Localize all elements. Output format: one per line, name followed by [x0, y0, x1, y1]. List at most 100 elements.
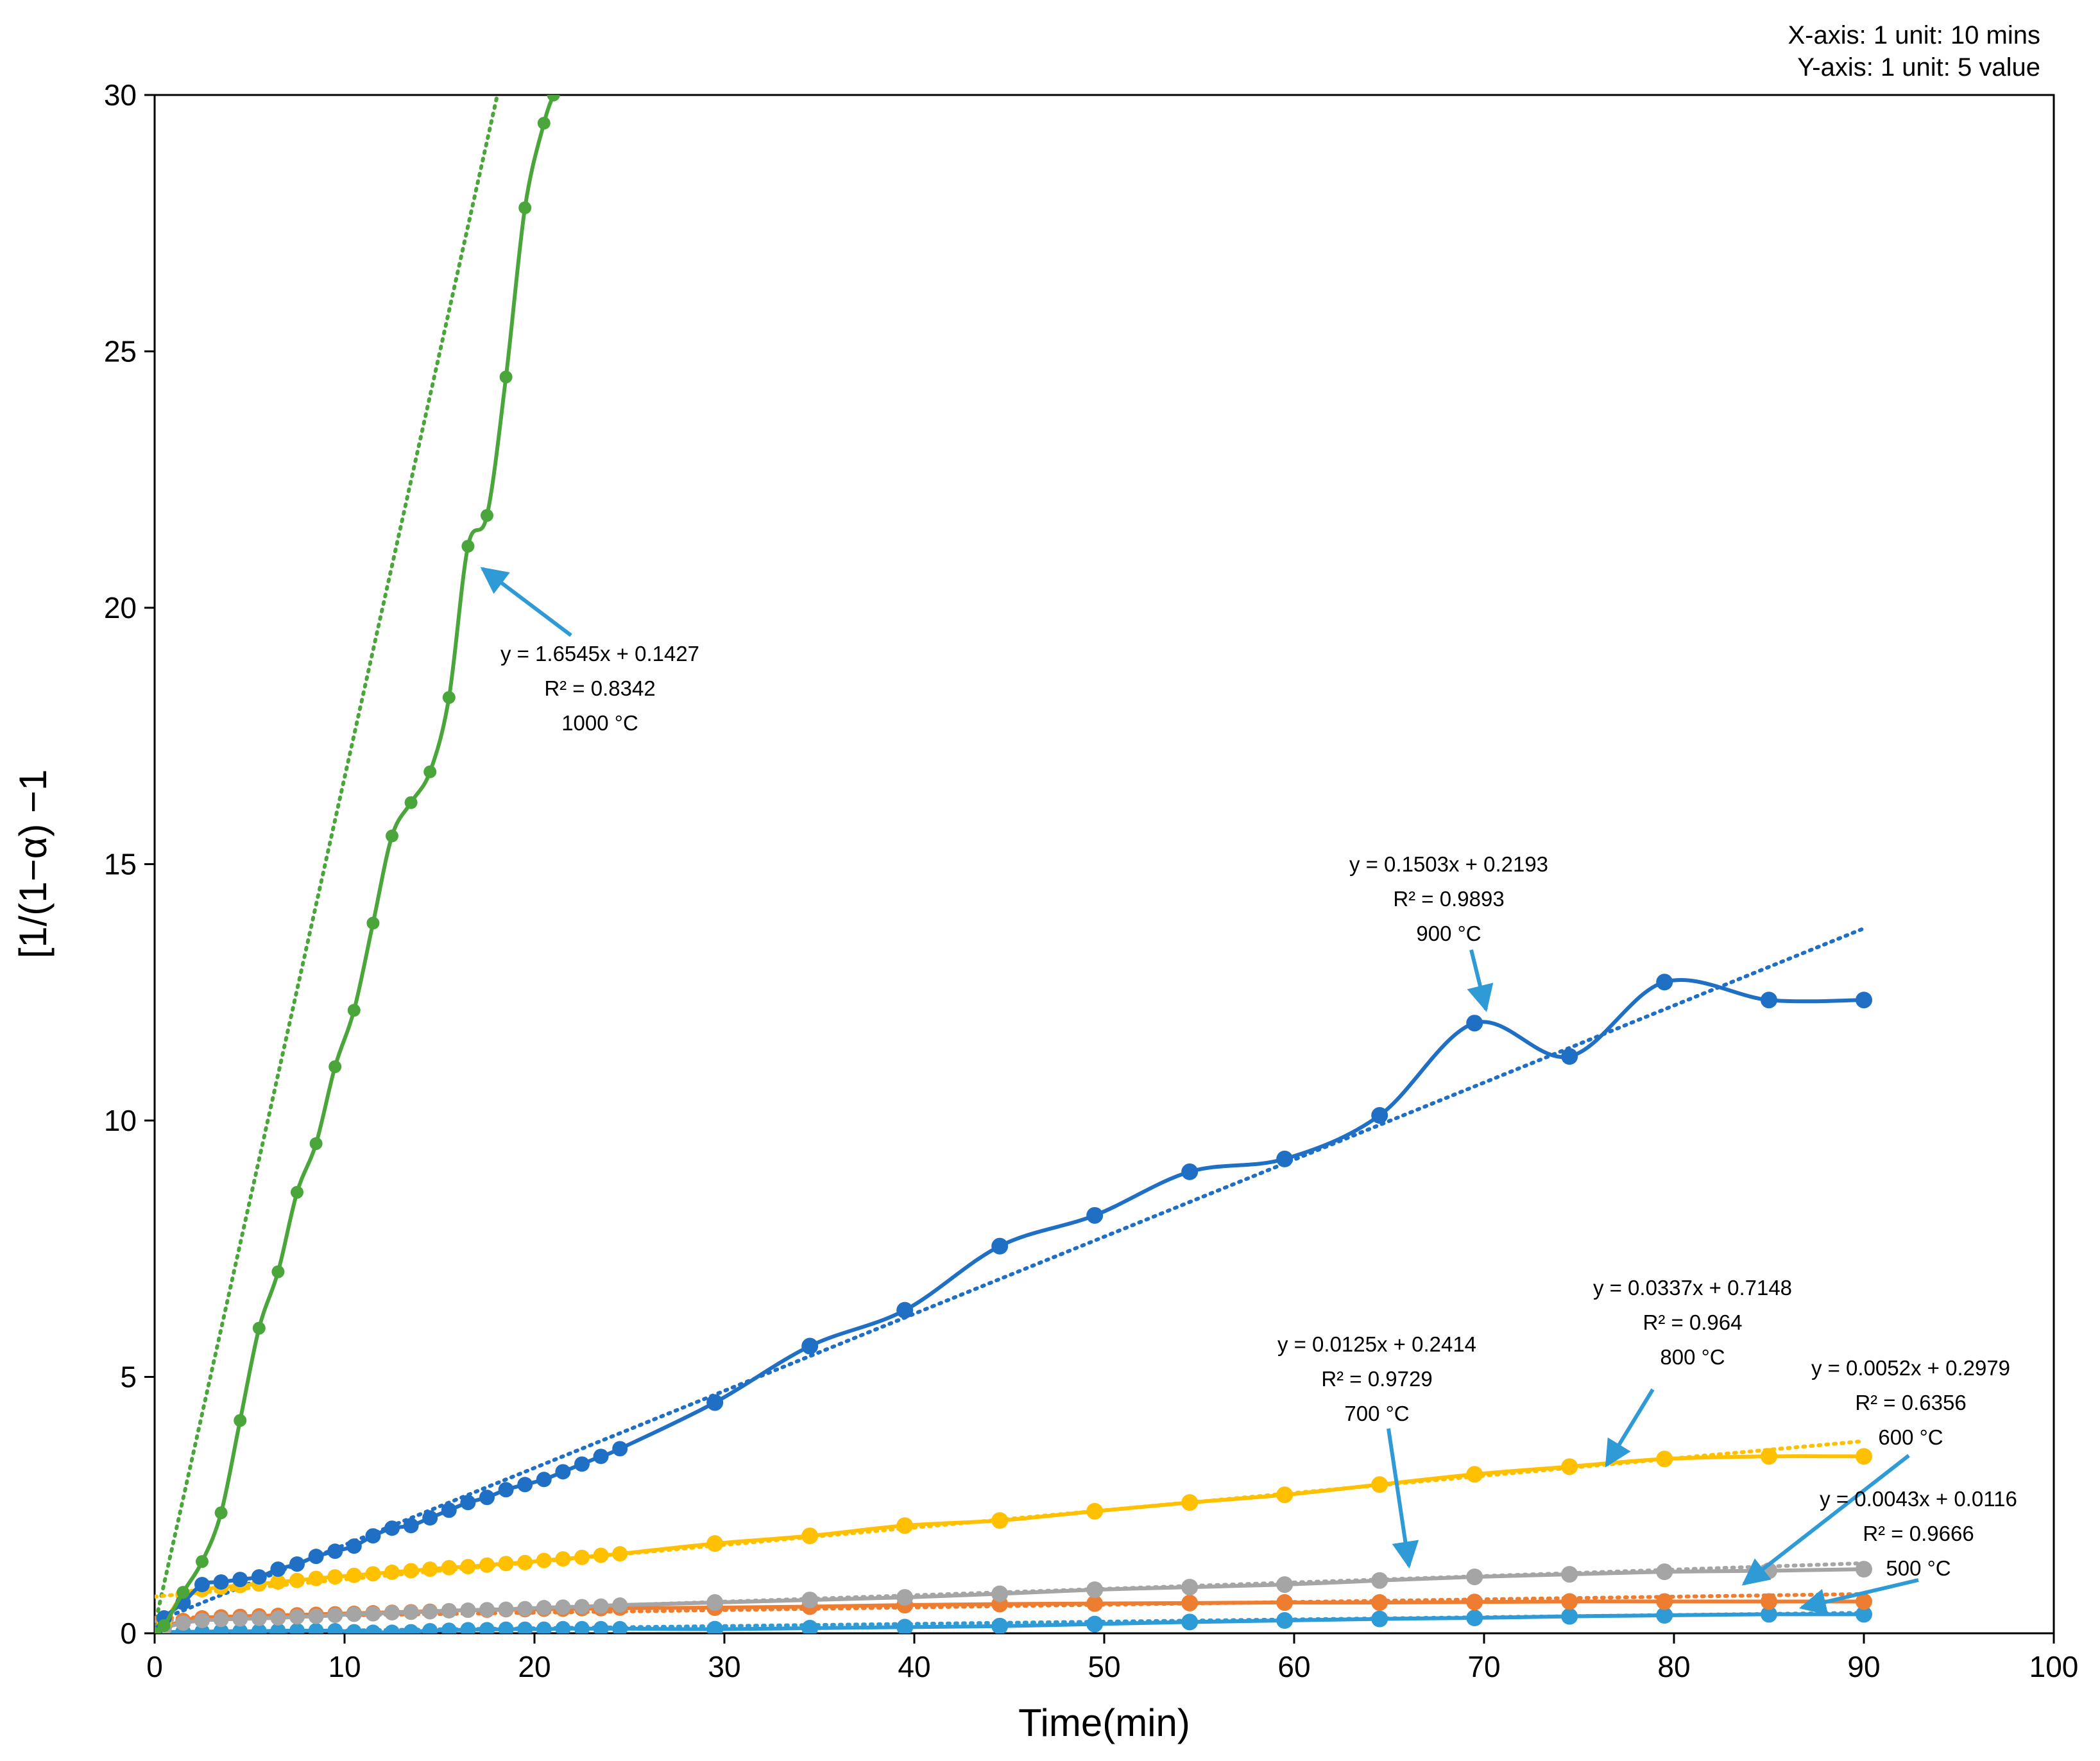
data-point [346, 1538, 362, 1554]
data-point [547, 95, 560, 101]
data-point [801, 1592, 819, 1609]
data-point [346, 1567, 362, 1583]
r-squared-500: R² = 0.9666 [1863, 1522, 1974, 1545]
data-point [499, 370, 513, 384]
scale-note-x: X-axis: 1 unit: 10 mins [1788, 21, 2041, 49]
data-point [612, 1546, 628, 1562]
data-point [555, 1551, 571, 1567]
series [155, 95, 560, 1633]
data-point [991, 1512, 1009, 1529]
x-tick-label: 30 [708, 1650, 740, 1683]
data-point [384, 1624, 400, 1633]
data-point [479, 1602, 495, 1618]
data-point [555, 1464, 571, 1480]
data-point [1371, 1610, 1388, 1628]
data-point [442, 691, 456, 704]
equation-700: y = 0.0125x + 0.2414 [1277, 1332, 1476, 1356]
data-point [289, 1623, 305, 1633]
data-point [593, 1547, 609, 1563]
data-point [536, 1621, 552, 1633]
equation-900: y = 0.1503x + 0.2193 [1349, 852, 1548, 876]
data-point [991, 1617, 1009, 1633]
temperature-800: 800 °C [1660, 1345, 1725, 1369]
data-point [896, 1301, 914, 1319]
data-point [593, 1598, 609, 1614]
data-point [1856, 1606, 1872, 1623]
data-point [1561, 1458, 1578, 1475]
data-point [1761, 1448, 1777, 1465]
data-point [498, 1621, 514, 1633]
data-point [271, 1265, 285, 1278]
equation-1000: y = 1.6545x + 0.1427 [500, 642, 699, 666]
data-point [1656, 1450, 1673, 1468]
data-point [498, 1482, 514, 1498]
data-point [1371, 1107, 1388, 1124]
data-point [498, 1556, 514, 1572]
data-point [366, 916, 380, 930]
temperature-900: 900 °C [1416, 922, 1481, 945]
data-point [1371, 1594, 1388, 1611]
data-point [403, 1604, 419, 1620]
data-point [155, 1627, 161, 1633]
data-point [1371, 1476, 1388, 1493]
data-point [386, 829, 398, 843]
data-point [1276, 1612, 1293, 1629]
data-point [801, 1527, 819, 1545]
data-point [1856, 1593, 1872, 1610]
x-tick-label: 50 [1088, 1650, 1120, 1683]
annotation-500: y = 0.0043x + 0.0116 R² = 0.9666 500 °C [1798, 1487, 2017, 1615]
data-point [1561, 1608, 1578, 1625]
data-point [232, 1572, 248, 1588]
data-point [574, 1549, 590, 1565]
data-point [574, 1599, 590, 1615]
data-point [327, 1543, 343, 1559]
y-tick-label: 30 [104, 78, 137, 112]
scale-note-y: Y-axis: 1 unit: 5 value [1797, 53, 2040, 82]
trendline [155, 926, 1866, 1624]
data-point [612, 1620, 628, 1633]
equation-800: y = 0.0337x + 0.7148 [1593, 1276, 1792, 1300]
data-point [1276, 1576, 1293, 1593]
data-point [251, 1623, 267, 1633]
arrow-1000 [480, 567, 572, 637]
y-tick-label: 25 [104, 335, 137, 368]
data-point [1276, 1486, 1293, 1504]
data-point [1181, 1163, 1199, 1180]
data-point [270, 1574, 286, 1590]
temperature-500: 500 °C [1886, 1556, 1951, 1580]
data-point [1656, 1593, 1673, 1610]
data-point [365, 1624, 381, 1633]
data-point [1656, 1607, 1673, 1624]
data-point [517, 1477, 533, 1493]
data-point [176, 1586, 190, 1599]
data-point [574, 1620, 590, 1633]
series [155, 1561, 1872, 1633]
arrow-600 [1741, 1454, 1910, 1586]
data-point [706, 1620, 724, 1633]
data-point [991, 1585, 1009, 1602]
data-series [155, 95, 1872, 1633]
data-point [612, 1441, 628, 1457]
data-point [706, 1594, 724, 1611]
x-tick-label: 0 [146, 1650, 163, 1683]
data-point [175, 1615, 191, 1631]
series-line [155, 95, 556, 1633]
data-point [1761, 1593, 1777, 1610]
data-point [270, 1610, 286, 1626]
series [155, 974, 1872, 1633]
arrow-900 [1467, 949, 1494, 1013]
data-point [1466, 1466, 1483, 1483]
data-point [1086, 1207, 1104, 1224]
data-point [479, 1557, 495, 1573]
data-point [1761, 992, 1777, 1009]
data-point [1086, 1595, 1104, 1612]
data-point [896, 1619, 914, 1633]
data-point [214, 1506, 228, 1520]
y-tick-label: 0 [120, 1617, 137, 1650]
y-tick-label: 20 [104, 591, 137, 624]
data-point [308, 1570, 324, 1586]
data-point [270, 1623, 286, 1633]
y-tick-label: 15 [104, 848, 137, 881]
x-tick-label: 60 [1277, 1650, 1310, 1683]
